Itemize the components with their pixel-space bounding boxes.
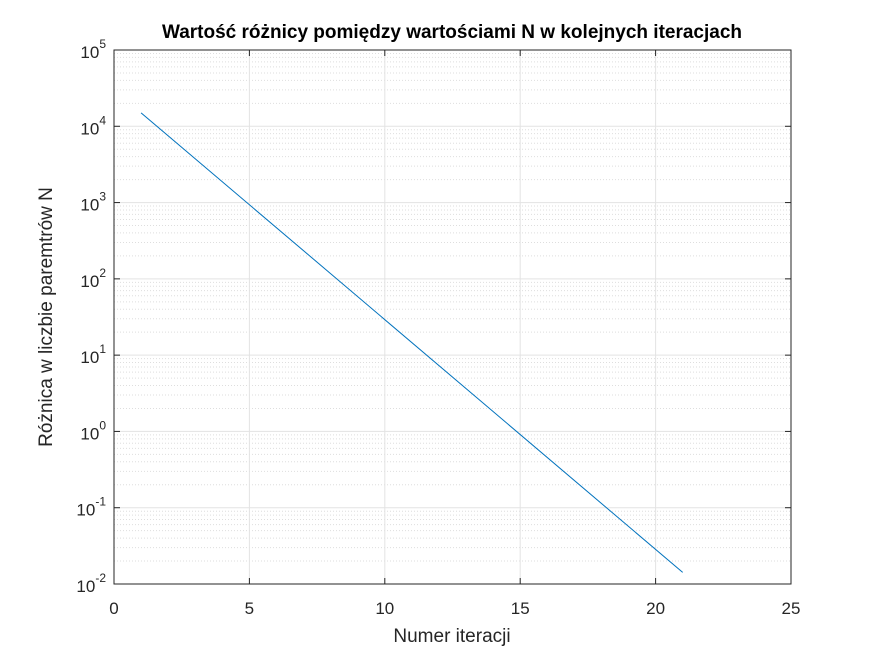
y-tick-label: 10-1 — [76, 495, 106, 520]
x-tick-label: 15 — [511, 599, 530, 618]
series-line — [140, 112, 684, 573]
plot-frame — [113, 49, 792, 585]
series-layer — [140, 112, 684, 573]
y-tick-label: 101 — [80, 342, 106, 367]
x-tick-label: 25 — [782, 599, 801, 618]
minor-grid — [114, 52, 791, 562]
y-tick-label: 105 — [80, 37, 106, 62]
x-tick-label: 5 — [245, 599, 254, 618]
x-tick-label: 20 — [646, 599, 665, 618]
x-axis-label: Numer iteracji — [393, 626, 510, 647]
plot-area — [114, 50, 791, 584]
x-tick-label: 10 — [375, 599, 394, 618]
y-axis-ticks: 10-2 10-1 100 101 102 103 104 105 — [76, 37, 791, 596]
y-tick-label: 104 — [80, 113, 106, 138]
y-tick-label: 103 — [80, 190, 106, 215]
x-axis-ticks: 0 5 10 15 20 25 — [109, 50, 800, 618]
x-tick-label: 0 — [109, 599, 118, 618]
y-tick-label: 10-2 — [76, 571, 106, 596]
y-tick-label: 102 — [80, 266, 106, 291]
y-axis-label: Różnica w liczbie paremtrów N — [36, 187, 57, 447]
y-tick-label: 100 — [80, 418, 106, 443]
chart-title: Wartość różnicy pomiędzy wartościami N w… — [162, 22, 742, 43]
